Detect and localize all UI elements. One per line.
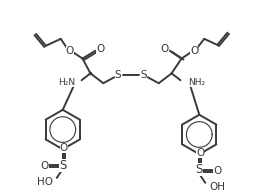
Text: O: O <box>41 161 49 171</box>
Text: S: S <box>59 159 66 172</box>
Text: O: O <box>190 46 198 56</box>
Text: S: S <box>140 70 147 80</box>
Text: O: O <box>65 46 74 56</box>
Text: O: O <box>60 143 68 153</box>
Text: O: O <box>196 148 204 158</box>
Text: H₂N: H₂N <box>59 78 76 87</box>
Text: O: O <box>161 44 169 54</box>
Text: S: S <box>115 70 122 80</box>
Text: HO: HO <box>37 177 53 187</box>
Text: NH₂: NH₂ <box>188 78 206 87</box>
Text: OH: OH <box>209 182 225 192</box>
Text: O: O <box>96 44 105 54</box>
Text: O: O <box>213 166 221 176</box>
Text: S: S <box>196 163 203 176</box>
